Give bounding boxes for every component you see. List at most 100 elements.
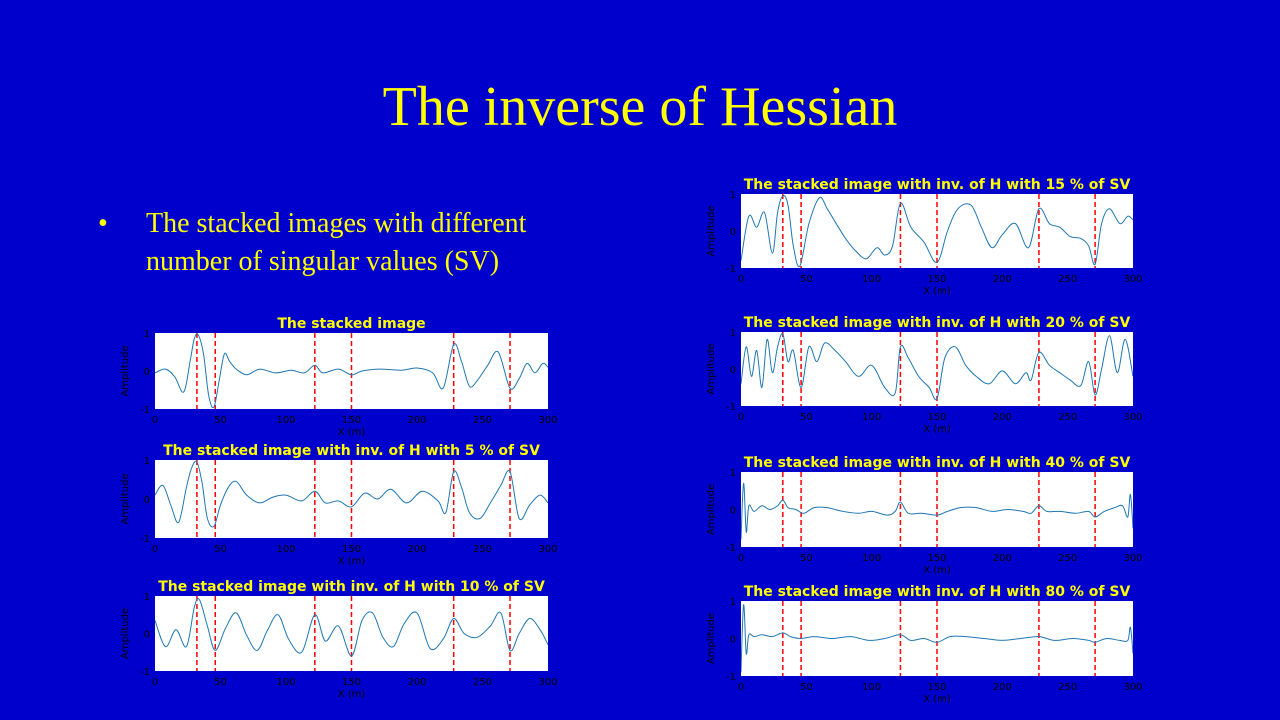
x-tick-label: 150 — [927, 553, 946, 564]
x-axis-label: X (m) — [338, 689, 366, 700]
y-tick-label: 1 — [144, 329, 150, 340]
x-tick-label: 0 — [738, 553, 744, 564]
y-tick-label: 1 — [144, 592, 150, 603]
x-tick-label: 150 — [927, 682, 946, 693]
y-tick-label: 0 — [730, 227, 736, 238]
slide-title: The inverse of Hessian — [382, 76, 898, 138]
y-tick-label: -1 — [140, 534, 150, 545]
chart-title: The stacked image with inv. of H with 40… — [744, 455, 1131, 471]
y-tick-label: 1 — [730, 328, 736, 339]
chart-panel: The stacked image with inv. of H with 20… — [706, 315, 1143, 435]
chart-title: The stacked image with inv. of H with 80… — [744, 584, 1131, 600]
x-axis-label: X (m) — [923, 565, 951, 576]
x-axis-label: X (m) — [923, 694, 951, 705]
x-tick-label: 300 — [1123, 412, 1142, 423]
x-tick-label: 200 — [993, 553, 1012, 564]
x-tick-label: 100 — [276, 677, 295, 688]
y-axis-label: Amplitude — [120, 345, 131, 396]
x-tick-label: 200 — [993, 682, 1012, 693]
x-tick-label: 100 — [862, 553, 881, 564]
x-tick-label: 0 — [738, 412, 744, 423]
amplitude-trace — [741, 604, 1133, 673]
y-tick-label: -1 — [140, 405, 150, 416]
x-tick-label: 50 — [214, 544, 227, 555]
x-tick-label: 200 — [407, 677, 426, 688]
y-tick-label: 1 — [144, 456, 150, 467]
amplitude-trace — [741, 332, 1133, 401]
x-tick-label: 250 — [473, 677, 492, 688]
y-tick-label: 0 — [730, 506, 736, 517]
x-tick-label: 200 — [993, 274, 1012, 285]
x-tick-label: 250 — [1058, 682, 1077, 693]
chart-panel: The stacked image with inv. of H with 10… — [120, 579, 558, 700]
x-tick-label: 300 — [1123, 274, 1142, 285]
y-axis-label: Amplitude — [706, 205, 717, 256]
x-tick-label: 50 — [800, 553, 813, 564]
x-tick-label: 300 — [538, 677, 557, 688]
x-tick-label: 100 — [862, 412, 881, 423]
amplitude-trace — [741, 482, 1133, 540]
bullet-dot: • — [98, 208, 108, 239]
x-axis-label: X (m) — [923, 424, 951, 435]
x-tick-label: 150 — [342, 544, 361, 555]
chart-title: The stacked image with inv. of H with 15… — [744, 177, 1131, 193]
y-axis-label: Amplitude — [120, 608, 131, 659]
x-tick-label: 150 — [927, 274, 946, 285]
x-tick-label: 0 — [738, 682, 744, 693]
x-tick-label: 0 — [152, 544, 158, 555]
chart-panel: The stacked image with inv. of H with 15… — [706, 177, 1143, 297]
amplitude-trace — [155, 460, 548, 528]
x-axis-label: X (m) — [338, 427, 366, 438]
y-axis-label: Amplitude — [706, 484, 717, 535]
x-tick-label: 250 — [1058, 412, 1077, 423]
x-tick-label: 250 — [1058, 553, 1077, 564]
x-tick-label: 0 — [738, 274, 744, 285]
chart-title: The stacked image with inv. of H with 20… — [744, 315, 1131, 331]
x-tick-label: 50 — [800, 274, 813, 285]
x-tick-label: 150 — [927, 412, 946, 423]
x-tick-label: 300 — [1123, 682, 1142, 693]
chart-title: The stacked image with inv. of H with 5 … — [163, 443, 540, 459]
chart-panel: The stacked image with inv. of H with 80… — [706, 584, 1143, 705]
y-tick-label: 1 — [730, 190, 736, 201]
x-tick-label: 100 — [862, 682, 881, 693]
x-tick-label: 50 — [214, 415, 227, 426]
x-tick-label: 250 — [1058, 274, 1077, 285]
x-tick-label: 100 — [276, 544, 295, 555]
x-tick-label: 200 — [407, 544, 426, 555]
x-tick-label: 50 — [800, 682, 813, 693]
x-tick-label: 50 — [214, 677, 227, 688]
y-axis-label: Amplitude — [706, 613, 717, 664]
y-axis-label: Amplitude — [120, 473, 131, 524]
amplitude-trace — [741, 195, 1133, 268]
amplitude-trace — [155, 333, 548, 409]
y-tick-label: 0 — [144, 367, 150, 378]
y-tick-label: -1 — [726, 402, 736, 413]
x-tick-label: 150 — [342, 415, 361, 426]
y-tick-label: -1 — [726, 543, 736, 554]
x-axis-label: X (m) — [338, 556, 366, 567]
x-tick-label: 150 — [342, 677, 361, 688]
x-axis-label: X (m) — [923, 286, 951, 297]
y-tick-label: 0 — [730, 365, 736, 376]
amplitude-trace — [155, 598, 548, 657]
x-tick-label: 50 — [800, 412, 813, 423]
x-tick-label: 200 — [407, 415, 426, 426]
y-tick-label: 1 — [730, 597, 736, 608]
chart-title: The stacked image with inv. of H with 10… — [158, 579, 545, 595]
x-tick-label: 0 — [152, 677, 158, 688]
y-tick-label: -1 — [726, 264, 736, 275]
chart-panel: The stacked image with inv. of H with 40… — [706, 455, 1143, 576]
chart-title: The stacked image — [277, 316, 425, 332]
y-axis-label: Amplitude — [706, 343, 717, 394]
x-tick-label: 300 — [1123, 553, 1142, 564]
x-tick-label: 300 — [538, 544, 557, 555]
x-tick-label: 200 — [993, 412, 1012, 423]
y-tick-label: -1 — [140, 667, 150, 678]
y-tick-label: 1 — [730, 468, 736, 479]
x-tick-label: 250 — [473, 544, 492, 555]
x-tick-label: 0 — [152, 415, 158, 426]
bullet-text: The stacked images with different number… — [146, 208, 527, 277]
